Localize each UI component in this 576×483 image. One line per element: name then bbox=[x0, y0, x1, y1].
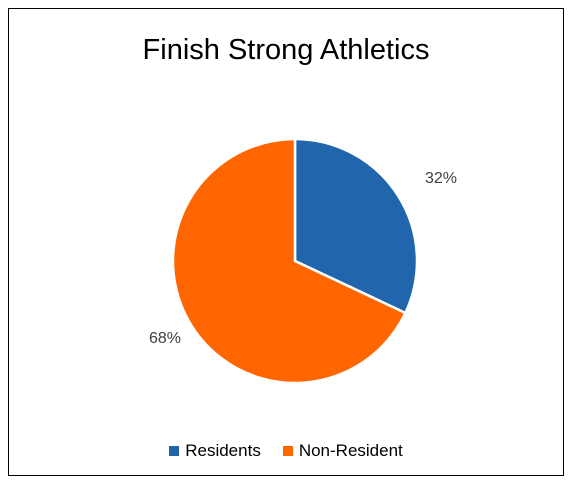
pie-chart: 32% 68% bbox=[149, 137, 457, 385]
pie-slice-non-resident bbox=[171, 137, 407, 385]
data-label-residents: 32% bbox=[425, 170, 457, 187]
legend-item-non-resident: Non-Resident bbox=[282, 441, 403, 461]
legend-label-residents: Residents bbox=[185, 441, 261, 460]
data-label-non-resident: 68% bbox=[149, 330, 181, 347]
pie-slice-residents bbox=[293, 137, 419, 315]
chart-title: Finish Strong Athletics bbox=[142, 34, 430, 66]
pie-data-labels: 32% 68% bbox=[149, 170, 457, 347]
legend-label-non-resident: Non-Resident bbox=[298, 441, 403, 460]
legend-swatch-residents bbox=[169, 446, 180, 456]
legend: Residents Non-Resident bbox=[9, 441, 563, 461]
chart-area: Finish Strong Athletics 32% 68% Residents… bbox=[8, 8, 564, 476]
legend-item-residents: Residents bbox=[169, 441, 261, 461]
pie-slices bbox=[171, 137, 419, 385]
legend-swatch-non-resident bbox=[282, 446, 293, 456]
